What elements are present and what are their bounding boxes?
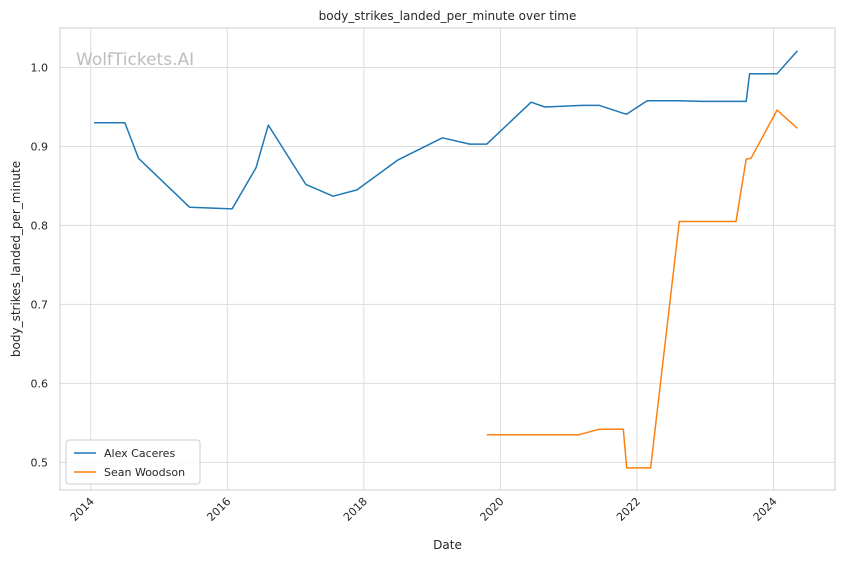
chart-title: body_strikes_landed_per_minute over time	[319, 9, 577, 23]
series-line-alex-caceres	[94, 50, 798, 210]
x-axis-label: Date	[433, 538, 462, 552]
legend-box	[65, 439, 201, 485]
series-line-sean-woodson	[486, 109, 798, 469]
y-tick-label: 0.6	[31, 377, 49, 390]
y-axis-label: body_strikes_landed_per_minute	[9, 161, 23, 357]
y-axis-ticks: 0.5 0.6 0.7 0.8 0.9 1.0	[31, 61, 49, 469]
series-lines	[94, 50, 798, 469]
y-tick-label: 1.0	[31, 61, 49, 74]
legend-label: Alex Caceres	[104, 447, 175, 460]
legend-label: Sean Woodson	[104, 466, 185, 479]
y-tick-label: 0.5	[31, 456, 49, 469]
y-tick-label: 0.8	[31, 219, 49, 232]
y-tick-label: 0.9	[31, 140, 49, 153]
y-tick-label: 0.7	[31, 298, 49, 311]
grid-lines	[60, 28, 835, 490]
legend: Alex Caceres Sean Woodson	[65, 439, 201, 485]
watermark: WolfTickets.AI	[76, 50, 194, 70]
plot-area-border	[59, 27, 836, 491]
